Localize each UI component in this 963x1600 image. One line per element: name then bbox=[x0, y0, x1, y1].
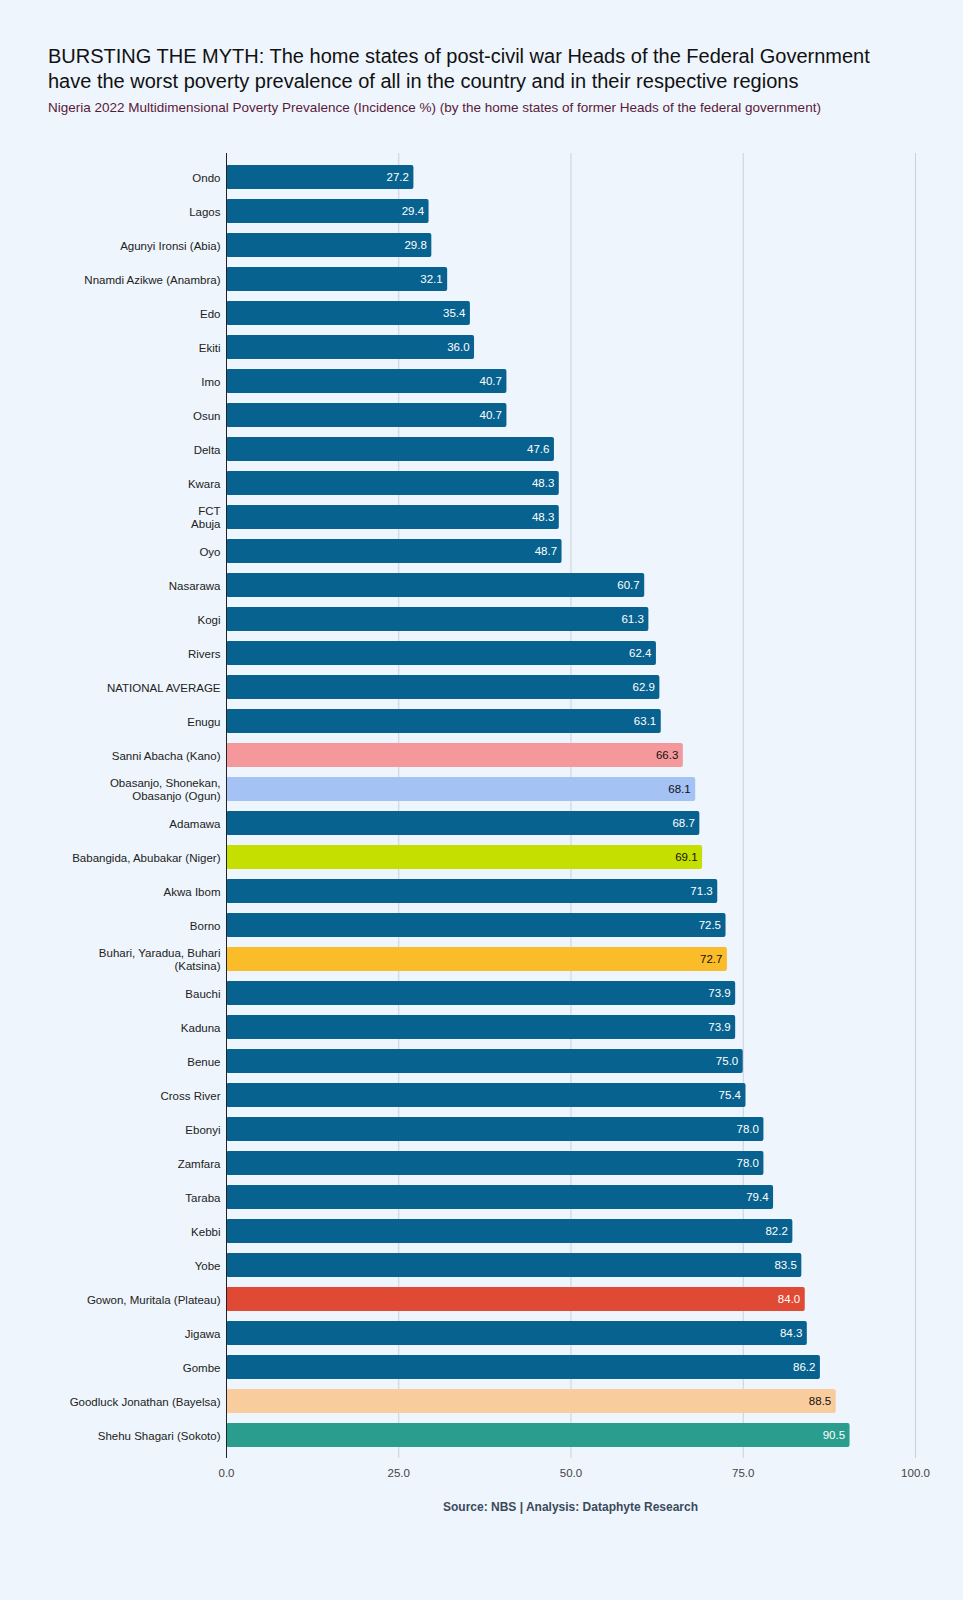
svg-text:Sanni Abacha (Kano): Sanni Abacha (Kano) bbox=[112, 750, 221, 762]
svg-text:Buhari, Yaradua, Buhari(Katsin: Buhari, Yaradua, Buhari(Katsina) bbox=[99, 947, 221, 972]
svg-text:29.4: 29.4 bbox=[402, 205, 425, 217]
svg-text:Zamfara: Zamfara bbox=[178, 1158, 221, 1170]
svg-text:71.3: 71.3 bbox=[690, 885, 712, 897]
svg-text:25.0: 25.0 bbox=[388, 1467, 410, 1479]
svg-text:69.1: 69.1 bbox=[675, 851, 697, 863]
svg-text:Gowon, Muritala (Plateau): Gowon, Muritala (Plateau) bbox=[87, 1294, 221, 1306]
svg-text:Obasanjo, Shonekan,Obasanjo (O: Obasanjo, Shonekan,Obasanjo (Ogun) bbox=[110, 777, 221, 802]
svg-text:48.3: 48.3 bbox=[532, 511, 554, 523]
svg-text:Borno: Borno bbox=[190, 920, 221, 932]
svg-text:50.0: 50.0 bbox=[560, 1467, 582, 1479]
svg-text:Shehu Shagari (Sokoto): Shehu Shagari (Sokoto) bbox=[98, 1430, 221, 1442]
html-text:BURSTING THE MYTH: The home st: BURSTING THE MYTH: The home states of po… bbox=[48, 45, 870, 92]
svg-text:Ebonyi: Ebonyi bbox=[185, 1124, 220, 1136]
svg-text:Oyo: Oyo bbox=[199, 546, 220, 558]
svg-text:61.3: 61.3 bbox=[621, 613, 643, 625]
svg-text:Bauchi: Bauchi bbox=[185, 988, 220, 1000]
svg-text:62.9: 62.9 bbox=[632, 681, 654, 693]
svg-text:35.4: 35.4 bbox=[443, 307, 466, 319]
svg-text:Akwa Ibom: Akwa Ibom bbox=[164, 886, 221, 898]
svg-text:Agunyi Ironsi (Abia): Agunyi Ironsi (Abia) bbox=[120, 240, 221, 252]
svg-text:62.4: 62.4 bbox=[629, 647, 652, 659]
svg-text:75.4: 75.4 bbox=[719, 1089, 742, 1101]
svg-text:100.0: 100.0 bbox=[901, 1467, 930, 1479]
svg-text:60.7: 60.7 bbox=[617, 579, 639, 591]
svg-text:68.1: 68.1 bbox=[668, 783, 690, 795]
svg-text:Enugu: Enugu bbox=[187, 716, 220, 728]
svg-text:Yobe: Yobe bbox=[195, 1260, 221, 1272]
svg-text:Gombe: Gombe bbox=[183, 1362, 221, 1374]
svg-text:Ondo: Ondo bbox=[192, 172, 220, 184]
svg-text:Jigawa: Jigawa bbox=[185, 1328, 221, 1340]
svg-text:Benue: Benue bbox=[187, 1056, 220, 1068]
svg-text:Kogi: Kogi bbox=[197, 614, 220, 626]
svg-text:48.7: 48.7 bbox=[535, 545, 557, 557]
svg-text:40.7: 40.7 bbox=[480, 409, 502, 421]
svg-text:47.6: 47.6 bbox=[527, 443, 549, 455]
svg-text:Lagos: Lagos bbox=[189, 206, 221, 218]
svg-text:Kwara: Kwara bbox=[188, 478, 221, 490]
svg-text:73.9: 73.9 bbox=[708, 1021, 730, 1033]
svg-text:84.3: 84.3 bbox=[780, 1327, 802, 1339]
svg-text:82.2: 82.2 bbox=[765, 1225, 787, 1237]
svg-text:32.1: 32.1 bbox=[420, 273, 442, 285]
svg-text:84.0: 84.0 bbox=[778, 1293, 800, 1305]
svg-text:79.4: 79.4 bbox=[746, 1191, 769, 1203]
svg-text:Kebbi: Kebbi bbox=[191, 1226, 220, 1238]
svg-text:NATIONAL AVERAGE: NATIONAL AVERAGE bbox=[107, 682, 221, 694]
svg-text:27.2: 27.2 bbox=[387, 171, 409, 183]
svg-text:Kaduna: Kaduna bbox=[181, 1022, 221, 1034]
svg-text:40.7: 40.7 bbox=[480, 375, 502, 387]
svg-text:29.8: 29.8 bbox=[404, 239, 426, 251]
svg-text:Taraba: Taraba bbox=[185, 1192, 221, 1204]
svg-text:0.0: 0.0 bbox=[219, 1467, 235, 1479]
svg-text:Edo: Edo bbox=[200, 308, 220, 320]
svg-text:Babangida, Abubakar (Niger): Babangida, Abubakar (Niger) bbox=[72, 852, 220, 864]
svg-text:72.7: 72.7 bbox=[700, 953, 722, 965]
svg-text:68.7: 68.7 bbox=[672, 817, 694, 829]
svg-text:78.0: 78.0 bbox=[737, 1157, 759, 1169]
svg-text:Nasarawa: Nasarawa bbox=[169, 580, 221, 592]
svg-text:73.9: 73.9 bbox=[708, 987, 730, 999]
svg-text:75.0: 75.0 bbox=[716, 1055, 738, 1067]
svg-text:Nnamdi Azikwe (Anambra): Nnamdi Azikwe (Anambra) bbox=[84, 274, 220, 286]
svg-text:78.0: 78.0 bbox=[737, 1123, 759, 1135]
svg-text:88.5: 88.5 bbox=[809, 1395, 831, 1407]
svg-text:75.0: 75.0 bbox=[732, 1467, 754, 1479]
svg-text:Adamawa: Adamawa bbox=[169, 818, 221, 830]
svg-text:FCTAbuja: FCTAbuja bbox=[191, 505, 221, 530]
svg-text:63.1: 63.1 bbox=[634, 715, 656, 727]
svg-text:Imo: Imo bbox=[201, 376, 220, 388]
html-text:Nigeria 2022 Multidimensional: Nigeria 2022 Multidimensional Poverty Pr… bbox=[48, 100, 821, 115]
svg-text:66.3: 66.3 bbox=[656, 749, 678, 761]
svg-text:90.5: 90.5 bbox=[823, 1429, 845, 1441]
svg-text:Goodluck Jonathan (Bayelsa): Goodluck Jonathan (Bayelsa) bbox=[70, 1396, 221, 1408]
svg-text:72.5: 72.5 bbox=[699, 919, 721, 931]
svg-text:Cross River: Cross River bbox=[160, 1090, 220, 1102]
svg-text:Rivers: Rivers bbox=[188, 648, 221, 660]
svg-text:36.0: 36.0 bbox=[447, 341, 469, 353]
svg-text:86.2: 86.2 bbox=[793, 1361, 815, 1373]
svg-text:Osun: Osun bbox=[193, 410, 221, 422]
svg-text:48.3: 48.3 bbox=[532, 477, 554, 489]
html-text:Source: NBS | Analysis: Dataph: Source: NBS | Analysis: Dataphyte Resear… bbox=[443, 1500, 698, 1514]
svg-text:Delta: Delta bbox=[194, 444, 221, 456]
svg-text:Ekiti: Ekiti bbox=[199, 342, 221, 354]
svg-text:83.5: 83.5 bbox=[774, 1259, 796, 1271]
